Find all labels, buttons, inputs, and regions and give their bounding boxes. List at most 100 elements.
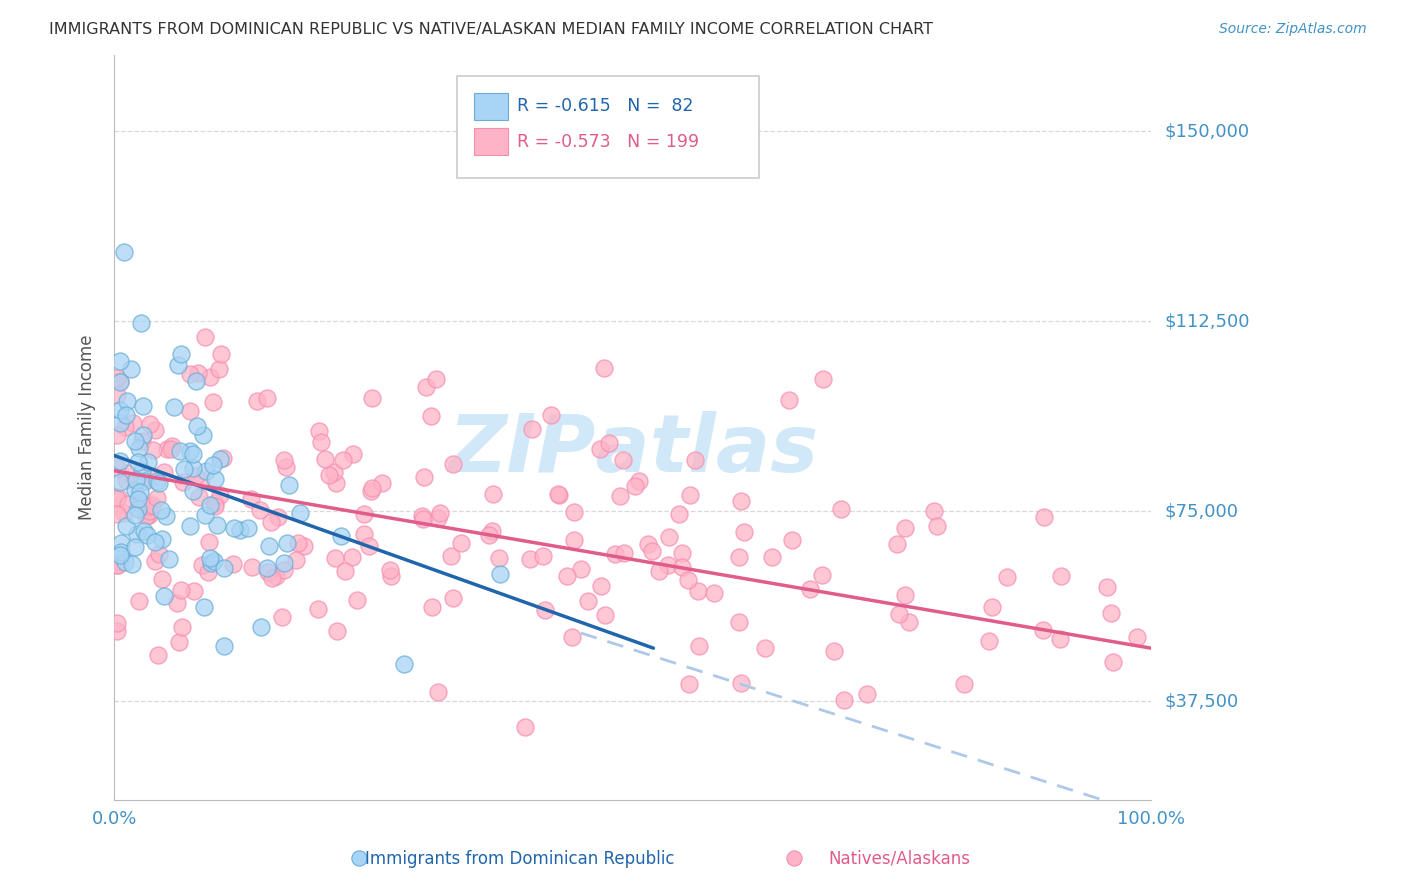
Text: $112,500: $112,500	[1166, 312, 1250, 330]
Point	[754, 640, 776, 655]
Point	[318, 467, 340, 482]
Point	[148, 547, 170, 561]
Point	[813, 371, 835, 385]
Point	[427, 685, 450, 699]
Point	[135, 509, 157, 524]
Point	[167, 635, 190, 649]
Point	[332, 453, 354, 467]
Point	[515, 721, 537, 735]
Point	[309, 435, 332, 450]
Point	[108, 375, 131, 389]
Point	[678, 676, 700, 690]
Point	[173, 462, 195, 476]
Point	[107, 558, 129, 572]
Point	[148, 648, 170, 662]
Point	[108, 475, 131, 489]
Point	[107, 387, 129, 401]
Point	[264, 569, 287, 583]
Point	[353, 527, 375, 541]
Point	[609, 489, 631, 503]
Point	[893, 588, 915, 602]
Point	[204, 472, 226, 486]
Point	[127, 502, 149, 516]
Point	[623, 479, 645, 493]
Point	[127, 527, 149, 541]
Point	[200, 556, 222, 570]
Point	[246, 393, 269, 408]
Point	[478, 527, 501, 541]
Point	[114, 555, 136, 569]
Point	[519, 552, 541, 566]
Point	[685, 452, 707, 467]
Point	[425, 372, 447, 386]
Point	[780, 533, 803, 547]
Point	[179, 367, 201, 381]
Point	[657, 558, 679, 573]
Point	[637, 536, 659, 550]
Point	[172, 475, 194, 490]
Point	[110, 535, 132, 549]
Point	[208, 361, 231, 376]
Point	[413, 469, 436, 483]
Point	[778, 393, 800, 408]
Point	[179, 519, 201, 533]
Point	[730, 493, 752, 508]
Point	[212, 561, 235, 575]
Point	[209, 347, 232, 361]
Point	[115, 518, 138, 533]
Point	[179, 444, 201, 458]
Point	[598, 436, 620, 450]
Point	[1099, 607, 1122, 621]
Point	[342, 447, 364, 461]
Point	[138, 504, 160, 518]
Point	[1049, 568, 1071, 582]
Point	[186, 418, 208, 433]
Point	[783, 851, 806, 865]
Point	[169, 443, 191, 458]
Point	[187, 366, 209, 380]
Point	[1097, 581, 1119, 595]
Point	[561, 630, 583, 644]
Point	[292, 539, 315, 553]
Point	[605, 547, 627, 561]
Point	[953, 677, 976, 691]
Point	[115, 467, 138, 481]
Point	[240, 491, 263, 506]
Point	[420, 599, 443, 614]
Point	[249, 502, 271, 516]
Point	[122, 416, 145, 430]
Point	[134, 524, 156, 538]
Point	[980, 599, 1002, 614]
Point	[925, 518, 948, 533]
Point	[146, 474, 169, 488]
Point	[143, 423, 166, 437]
Point	[148, 475, 170, 490]
Point	[107, 624, 129, 638]
Point	[361, 481, 384, 495]
Point	[256, 561, 278, 575]
Point	[242, 560, 264, 574]
Point	[183, 583, 205, 598]
Point	[534, 603, 557, 617]
Point	[482, 487, 505, 501]
Point	[592, 360, 614, 375]
Point	[540, 408, 562, 422]
Point	[733, 524, 755, 539]
Point	[260, 571, 283, 585]
Point	[810, 567, 832, 582]
Point	[488, 550, 510, 565]
Point	[107, 558, 129, 573]
Point	[141, 498, 163, 512]
Point	[564, 533, 586, 548]
Point	[198, 551, 221, 566]
Point	[671, 545, 693, 559]
Point	[360, 392, 382, 406]
Point	[124, 508, 146, 522]
Point	[612, 453, 634, 467]
Point	[360, 483, 382, 498]
Text: Natives/Alaskans: Natives/Alaskans	[830, 850, 970, 868]
Point	[273, 453, 295, 467]
Point	[922, 504, 945, 518]
Text: $150,000: $150,000	[1166, 122, 1250, 140]
Point	[307, 601, 329, 615]
